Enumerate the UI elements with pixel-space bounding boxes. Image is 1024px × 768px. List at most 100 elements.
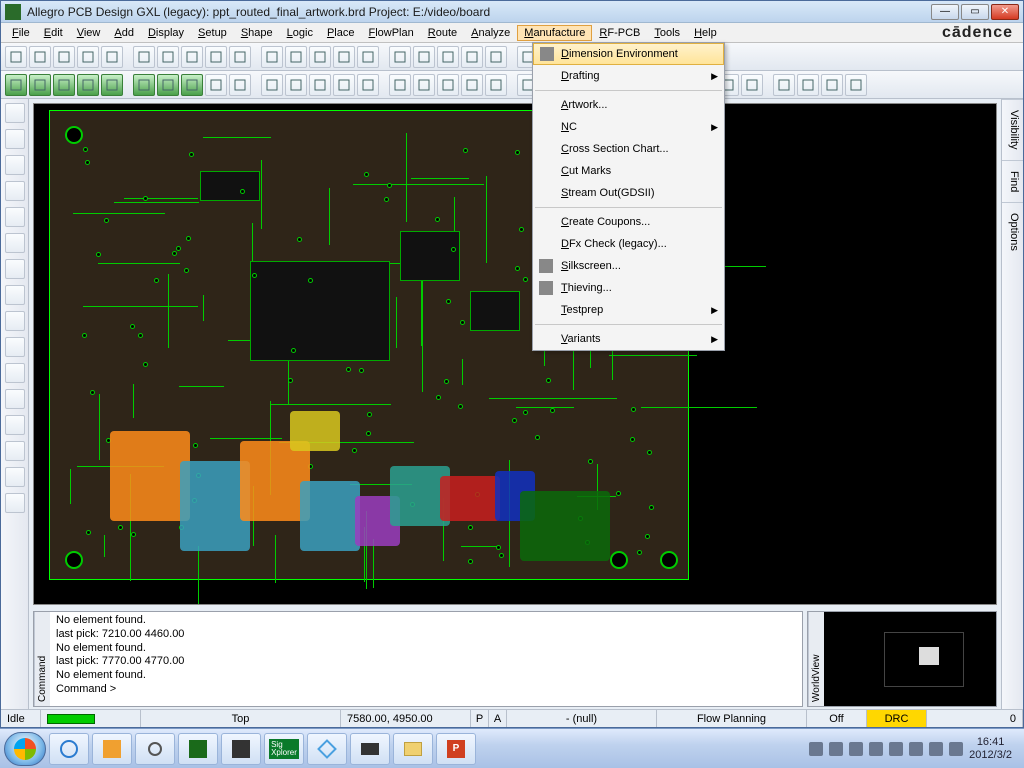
maximize-button[interactable]: ▭ (961, 4, 989, 20)
menu-help[interactable]: Help (687, 25, 724, 41)
tray-icon[interactable] (829, 742, 843, 756)
left-tool[interactable] (5, 259, 25, 279)
tray-clock[interactable]: 16:41 2012/3/2 (969, 736, 1012, 761)
toolbar-button[interactable] (53, 74, 75, 96)
toolbar-button[interactable] (309, 46, 331, 68)
menu-manufacture[interactable]: Manufacture (517, 25, 592, 41)
left-tool[interactable] (5, 415, 25, 435)
left-tool[interactable] (5, 493, 25, 513)
taskbar-app2[interactable] (221, 733, 261, 765)
toolbar-button[interactable] (285, 46, 307, 68)
menu-place[interactable]: Place (320, 25, 362, 41)
taskbar-app5[interactable] (350, 733, 390, 765)
worldview-tab[interactable]: WorldView (808, 612, 824, 706)
status-a[interactable]: A (489, 710, 507, 727)
menu-add[interactable]: Add (107, 25, 141, 41)
menu-route[interactable]: Route (421, 25, 464, 41)
toolbar-button[interactable] (5, 74, 27, 96)
toolbar-button[interactable] (437, 74, 459, 96)
toolbar-button[interactable] (77, 46, 99, 68)
left-tool[interactable] (5, 285, 25, 305)
toolbar-button[interactable] (845, 74, 867, 96)
toolbar-button[interactable] (5, 46, 27, 68)
right-tab-options[interactable]: Options (1002, 202, 1023, 261)
toolbar-button[interactable] (333, 74, 355, 96)
toolbar-button[interactable] (461, 46, 483, 68)
menuitem-testprep[interactable]: Testprep▶ (533, 299, 724, 321)
toolbar-button[interactable] (205, 74, 227, 96)
toolbar-button[interactable] (413, 74, 435, 96)
toolbar-button[interactable] (413, 46, 435, 68)
menu-rf-pcb[interactable]: RF-PCB (592, 25, 647, 41)
toolbar-button[interactable] (261, 46, 283, 68)
console-tab[interactable]: Command (34, 612, 50, 706)
taskbar-magnifier[interactable] (135, 733, 175, 765)
toolbar-button[interactable] (229, 46, 251, 68)
left-tool[interactable] (5, 363, 25, 383)
tray-icon[interactable] (909, 742, 923, 756)
taskbar-ie[interactable] (49, 733, 89, 765)
menu-edit[interactable]: Edit (37, 25, 70, 41)
tray-icon[interactable] (849, 742, 863, 756)
toolbar-button[interactable] (357, 74, 379, 96)
menuitem-dfx-check-legacy-[interactable]: DFx Check (legacy)... (533, 233, 724, 255)
toolbar-button[interactable] (53, 46, 75, 68)
menuitem-cut-marks[interactable]: Cut Marks (533, 160, 724, 182)
status-drc[interactable]: DRC (867, 710, 927, 727)
toolbar-button[interactable] (29, 74, 51, 96)
left-tool[interactable] (5, 207, 25, 227)
toolbar-button[interactable] (437, 46, 459, 68)
toolbar-button[interactable] (741, 74, 763, 96)
menuitem-silkscreen-[interactable]: Silkscreen... (533, 255, 724, 277)
toolbar-button[interactable] (485, 74, 507, 96)
toolbar-button[interactable] (333, 46, 355, 68)
start-button[interactable] (4, 732, 46, 766)
left-tool[interactable] (5, 467, 25, 487)
menuitem-dimension-environment[interactable]: Dimension Environment (533, 43, 724, 65)
taskbar-allegro[interactable] (178, 733, 218, 765)
left-tool[interactable] (5, 233, 25, 253)
taskbar-powerpoint[interactable]: P (436, 733, 476, 765)
toolbar-button[interactable] (389, 46, 411, 68)
menu-file[interactable]: File (5, 25, 37, 41)
pcb-canvas[interactable] (33, 103, 997, 605)
worldview-canvas[interactable] (824, 612, 996, 706)
toolbar-button[interactable] (389, 74, 411, 96)
toolbar-button[interactable] (285, 74, 307, 96)
taskbar-outlook[interactable] (92, 733, 132, 765)
tray-icon[interactable] (809, 742, 823, 756)
left-tool[interactable] (5, 389, 25, 409)
menuitem-stream-out-gdsii-[interactable]: Stream Out(GDSII) (533, 182, 724, 204)
menuitem-drafting[interactable]: Drafting▶ (533, 65, 724, 87)
status-p[interactable]: P (471, 710, 489, 727)
toolbar-button[interactable] (29, 46, 51, 68)
toolbar-button[interactable] (133, 74, 155, 96)
taskbar-app4[interactable] (307, 733, 347, 765)
toolbar-button[interactable] (101, 46, 123, 68)
left-tool[interactable] (5, 311, 25, 331)
toolbar-button[interactable] (157, 74, 179, 96)
tray-volume-icon[interactable] (949, 742, 963, 756)
toolbar-button[interactable] (357, 46, 379, 68)
menuitem-create-coupons-[interactable]: Create Coupons... (533, 211, 724, 233)
taskbar-sigxplorer[interactable]: SigXplorer (264, 733, 304, 765)
menu-logic[interactable]: Logic (280, 25, 320, 41)
minimize-button[interactable]: ― (931, 4, 959, 20)
tray-network-icon[interactable] (929, 742, 943, 756)
left-tool[interactable] (5, 155, 25, 175)
menuitem-cross-section-chart-[interactable]: Cross Section Chart... (533, 138, 724, 160)
toolbar-button[interactable] (821, 74, 843, 96)
toolbar-button[interactable] (181, 46, 203, 68)
toolbar-button[interactable] (261, 74, 283, 96)
menu-tools[interactable]: Tools (647, 25, 687, 41)
left-tool[interactable] (5, 129, 25, 149)
toolbar-button[interactable] (101, 74, 123, 96)
toolbar-button[interactable] (133, 46, 155, 68)
toolbar-button[interactable] (205, 46, 227, 68)
toolbar-button[interactable] (157, 46, 179, 68)
left-tool[interactable] (5, 181, 25, 201)
right-tab-find[interactable]: Find (1002, 160, 1023, 202)
menuitem-nc[interactable]: NC▶ (533, 116, 724, 138)
menu-shape[interactable]: Shape (234, 25, 280, 41)
left-tool[interactable] (5, 337, 25, 357)
